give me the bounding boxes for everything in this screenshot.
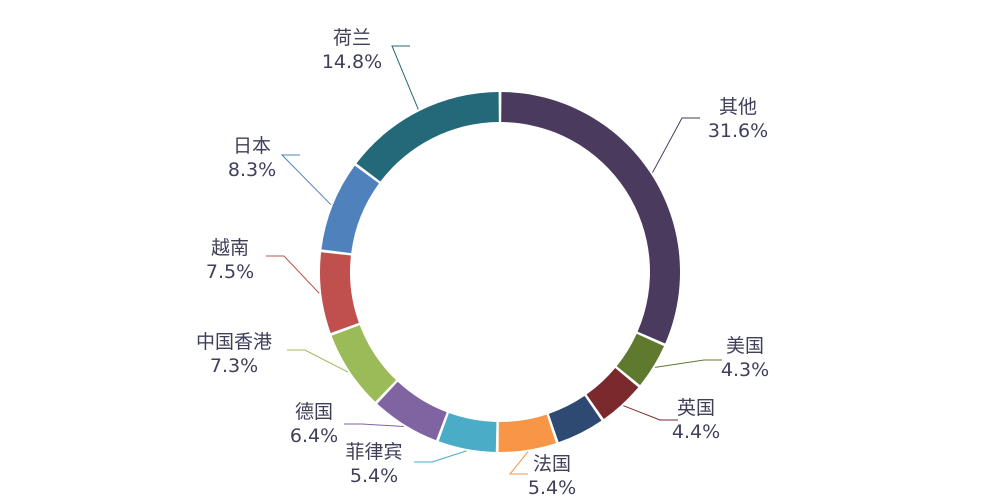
- leader-line-slice-6: [344, 423, 404, 427]
- slice-percent-label: 5.4%: [528, 477, 576, 499]
- donut-slice-9: [321, 165, 379, 254]
- slice-percent-label: 14.8%: [322, 51, 382, 73]
- slice-name-label: 中国香港: [196, 331, 272, 353]
- leader-line-slice-5: [414, 450, 467, 463]
- leader-line-slice-4: [508, 451, 529, 475]
- donut-slice-6: [377, 381, 447, 441]
- donut-slice-8: [320, 252, 359, 334]
- donut-slice-7: [331, 325, 397, 402]
- donut-slice-3: [548, 395, 602, 443]
- leader-line-slice-9: [280, 154, 332, 206]
- slice-name-label: 日本: [233, 135, 271, 157]
- slice-percent-label: 4.4%: [672, 421, 720, 443]
- donut-slice-2: [586, 368, 639, 420]
- donut-slice-1: [616, 333, 665, 386]
- donut-slice-10: [356, 92, 499, 182]
- leader-line-slice-8: [266, 255, 320, 294]
- slice-percent-label: 7.5%: [206, 261, 254, 283]
- slice-percent-label: 31.6%: [708, 120, 768, 142]
- leader-line-slice-0: [652, 117, 700, 173]
- leader-line-slice-10: [391, 45, 419, 110]
- donut-slice-5: [438, 413, 497, 452]
- donut-slice-4: [498, 414, 556, 452]
- slice-name-label: 法国: [533, 453, 571, 475]
- slice-percent-label: 5.4%: [350, 465, 398, 487]
- slice-percent-label: 4.3%: [721, 359, 769, 381]
- donut-slice-0: [501, 92, 681, 344]
- slice-name-label: 其他: [719, 96, 757, 118]
- slice-percent-label: 8.3%: [228, 159, 276, 181]
- leader-line-slice-2: [623, 405, 678, 421]
- slice-percent-label: 6.4%: [290, 425, 338, 447]
- slice-name-label: 越南: [211, 237, 249, 259]
- slice-name-label: 英国: [677, 397, 715, 419]
- slice-name-label: 荷兰: [333, 27, 371, 49]
- slice-percent-label: 7.3%: [210, 355, 258, 377]
- slice-name-label: 菲律宾: [345, 441, 402, 463]
- leader-line-slice-7: [287, 349, 349, 373]
- slice-name-label: 德国: [295, 401, 333, 423]
- leader-line-slice-1: [654, 359, 722, 368]
- slice-name-label: 美国: [726, 335, 764, 357]
